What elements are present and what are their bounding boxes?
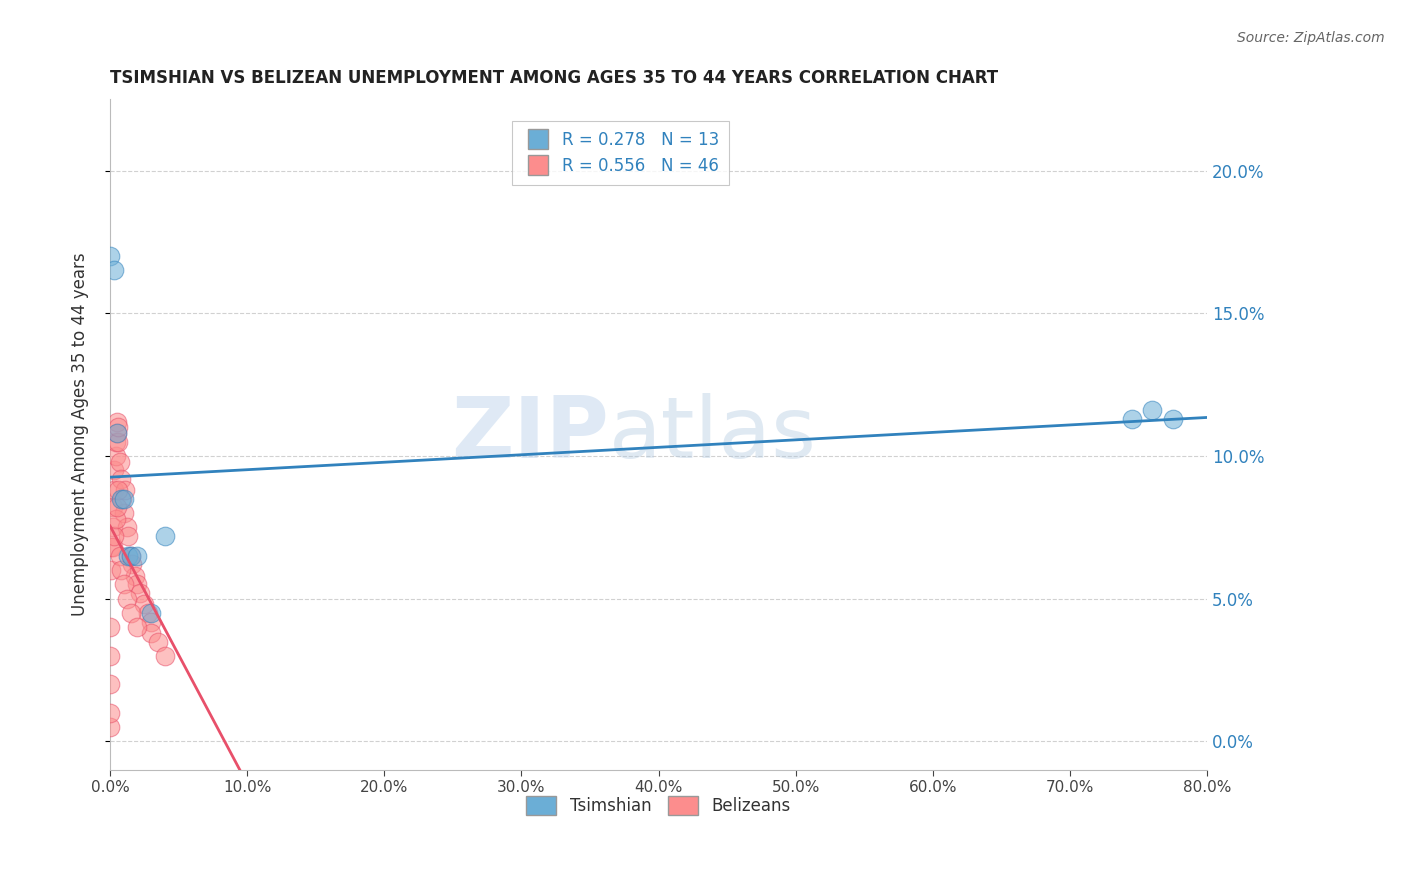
Y-axis label: Unemployment Among Ages 35 to 44 years: Unemployment Among Ages 35 to 44 years xyxy=(72,252,89,616)
Point xyxy=(120,549,142,563)
Point xyxy=(121,558,143,572)
Point xyxy=(103,263,125,277)
Point xyxy=(1121,412,1143,426)
Point xyxy=(108,549,131,563)
Point xyxy=(107,434,129,449)
Text: Source: ZipAtlas.com: Source: ZipAtlas.com xyxy=(1237,31,1385,45)
Point xyxy=(117,549,139,563)
Point xyxy=(134,598,156,612)
Point xyxy=(103,483,125,498)
Point xyxy=(98,677,121,691)
Point xyxy=(141,615,163,629)
Point xyxy=(101,520,124,534)
Point xyxy=(1161,412,1184,426)
Point xyxy=(105,426,128,441)
Point xyxy=(115,520,138,534)
Point xyxy=(129,586,152,600)
Point xyxy=(108,455,131,469)
Point xyxy=(100,541,122,555)
Point xyxy=(105,426,128,441)
Point xyxy=(141,626,163,640)
Point xyxy=(1142,403,1164,417)
Point xyxy=(153,529,176,543)
Point xyxy=(112,491,135,506)
Point xyxy=(112,506,135,520)
Point xyxy=(114,483,136,498)
Point xyxy=(104,434,127,449)
Point xyxy=(110,472,132,486)
Point xyxy=(98,249,121,263)
Point xyxy=(103,463,125,477)
Point xyxy=(110,491,132,506)
Point xyxy=(98,648,121,663)
Point xyxy=(153,648,176,663)
Text: ZIP: ZIP xyxy=(451,393,609,476)
Point xyxy=(117,529,139,543)
Point xyxy=(127,577,149,591)
Point xyxy=(105,415,128,429)
Point xyxy=(103,529,125,543)
Point xyxy=(104,449,127,463)
Text: atlas: atlas xyxy=(609,393,817,476)
Point xyxy=(110,563,132,577)
Point xyxy=(146,634,169,648)
Point xyxy=(127,620,149,634)
Point xyxy=(138,606,160,620)
Point xyxy=(101,500,124,515)
Point xyxy=(98,706,121,720)
Point xyxy=(115,591,138,606)
Point xyxy=(101,541,124,555)
Point xyxy=(98,620,121,634)
Point xyxy=(107,420,129,434)
Point xyxy=(112,577,135,591)
Point xyxy=(120,606,142,620)
Point xyxy=(105,500,128,515)
Point xyxy=(104,512,127,526)
Point xyxy=(124,569,146,583)
Point xyxy=(120,549,142,563)
Legend: Tsimshian, Belizeans: Tsimshian, Belizeans xyxy=(520,789,797,822)
Point xyxy=(127,549,149,563)
Point xyxy=(107,483,129,498)
Point xyxy=(141,606,163,620)
Point xyxy=(98,720,121,734)
Point xyxy=(111,491,134,506)
Text: TSIMSHIAN VS BELIZEAN UNEMPLOYMENT AMONG AGES 35 TO 44 YEARS CORRELATION CHART: TSIMSHIAN VS BELIZEAN UNEMPLOYMENT AMONG… xyxy=(110,69,998,87)
Point xyxy=(100,563,122,577)
